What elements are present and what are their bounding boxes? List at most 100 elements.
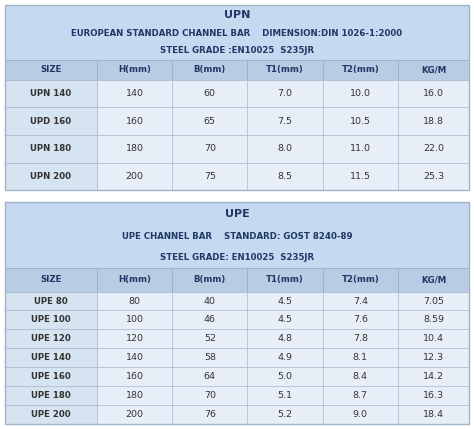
- Bar: [247, 329, 323, 348]
- Text: 76: 76: [204, 410, 216, 419]
- Text: 12.3: 12.3: [423, 353, 444, 362]
- Text: UPE 80: UPE 80: [34, 296, 68, 305]
- Bar: [398, 60, 469, 80]
- Text: 4.5: 4.5: [278, 296, 292, 305]
- Bar: [5, 367, 97, 386]
- Bar: [5, 268, 97, 292]
- Bar: [398, 348, 469, 367]
- Text: UPE 100: UPE 100: [31, 315, 71, 324]
- Text: 70: 70: [204, 144, 216, 153]
- Bar: [247, 163, 323, 190]
- Text: 22.0: 22.0: [423, 144, 444, 153]
- Bar: [398, 107, 469, 135]
- Text: 40: 40: [204, 296, 216, 305]
- Bar: [97, 386, 172, 405]
- Bar: [97, 107, 172, 135]
- Text: UPE 120: UPE 120: [31, 334, 71, 343]
- Text: SIZE: SIZE: [40, 65, 62, 74]
- Bar: [5, 80, 97, 107]
- Text: 4.5: 4.5: [278, 315, 292, 324]
- Bar: [97, 292, 172, 311]
- Text: UPE 180: UPE 180: [31, 391, 71, 400]
- Bar: [5, 386, 97, 405]
- Text: SIZE: SIZE: [40, 275, 62, 284]
- Text: 7.6: 7.6: [353, 315, 368, 324]
- Bar: [97, 329, 172, 348]
- Text: 160: 160: [126, 117, 144, 126]
- Text: 140: 140: [126, 89, 144, 98]
- Bar: [398, 80, 469, 107]
- Text: 8.59: 8.59: [423, 315, 444, 324]
- Bar: [323, 80, 398, 107]
- Text: T2(mm): T2(mm): [341, 65, 379, 74]
- Bar: [323, 405, 398, 424]
- Text: 120: 120: [126, 334, 144, 343]
- Bar: [5, 60, 97, 80]
- Text: 46: 46: [204, 315, 216, 324]
- Text: 14.2: 14.2: [423, 372, 444, 381]
- Text: 8.7: 8.7: [353, 391, 368, 400]
- Text: KG/M: KG/M: [421, 65, 446, 74]
- Bar: [247, 268, 323, 292]
- Text: 64: 64: [204, 372, 216, 381]
- Bar: [172, 311, 247, 329]
- Bar: [5, 5, 469, 60]
- Text: 5.2: 5.2: [278, 410, 292, 419]
- Bar: [5, 348, 97, 367]
- Text: 58: 58: [204, 353, 216, 362]
- Text: 180: 180: [126, 391, 144, 400]
- Bar: [323, 311, 398, 329]
- Bar: [5, 107, 97, 135]
- Bar: [247, 292, 323, 311]
- Text: UPN 180: UPN 180: [30, 144, 72, 153]
- Text: 7.05: 7.05: [423, 296, 444, 305]
- Bar: [172, 329, 247, 348]
- Text: 200: 200: [126, 410, 144, 419]
- Bar: [323, 135, 398, 163]
- Bar: [5, 202, 469, 424]
- Bar: [172, 107, 247, 135]
- Bar: [247, 80, 323, 107]
- Bar: [5, 5, 469, 190]
- Bar: [97, 268, 172, 292]
- Text: 8.1: 8.1: [353, 353, 368, 362]
- Text: 8.0: 8.0: [278, 144, 292, 153]
- Text: 11.5: 11.5: [350, 172, 371, 181]
- Text: T1(mm): T1(mm): [266, 275, 304, 284]
- Text: H(mm): H(mm): [118, 275, 151, 284]
- Text: 25.3: 25.3: [423, 172, 444, 181]
- Bar: [172, 348, 247, 367]
- Bar: [97, 405, 172, 424]
- Bar: [5, 405, 97, 424]
- Text: 18.4: 18.4: [423, 410, 444, 419]
- Bar: [323, 107, 398, 135]
- Bar: [398, 292, 469, 311]
- Text: EUROPEAN STANDARD CHANNEL BAR    DIMENSION:DIN 1026-1:2000: EUROPEAN STANDARD CHANNEL BAR DIMENSION:…: [72, 29, 402, 38]
- Bar: [97, 348, 172, 367]
- Bar: [5, 135, 97, 163]
- Text: KG/M: KG/M: [421, 275, 446, 284]
- Bar: [247, 348, 323, 367]
- Bar: [5, 163, 97, 190]
- Bar: [172, 405, 247, 424]
- Bar: [97, 60, 172, 80]
- Bar: [172, 135, 247, 163]
- Text: 70: 70: [204, 391, 216, 400]
- Bar: [247, 135, 323, 163]
- Text: 80: 80: [128, 296, 141, 305]
- Bar: [172, 163, 247, 190]
- Text: 100: 100: [126, 315, 144, 324]
- Bar: [5, 292, 97, 311]
- Text: STEEL GRADE :EN10025  S235JR: STEEL GRADE :EN10025 S235JR: [160, 46, 314, 55]
- Bar: [172, 268, 247, 292]
- Text: 4.8: 4.8: [278, 334, 292, 343]
- Bar: [172, 386, 247, 405]
- Text: UPE 200: UPE 200: [31, 410, 71, 419]
- Text: 7.8: 7.8: [353, 334, 368, 343]
- Text: 11.0: 11.0: [350, 144, 371, 153]
- Bar: [172, 367, 247, 386]
- Bar: [172, 80, 247, 107]
- Text: UPE: UPE: [225, 209, 249, 219]
- Text: 16.3: 16.3: [423, 391, 444, 400]
- Bar: [247, 386, 323, 405]
